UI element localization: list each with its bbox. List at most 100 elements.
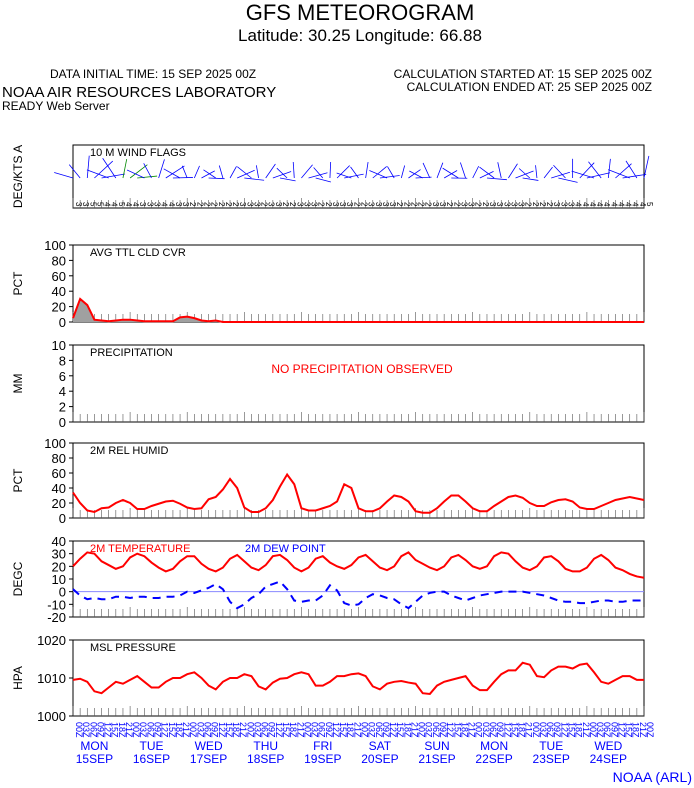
wind-speed-label: 3	[338, 202, 347, 207]
hour-label: 06Z	[260, 722, 270, 738]
y-tick-label: -10	[47, 597, 66, 612]
hour-label: 09Z	[609, 722, 619, 738]
y-axis-label: MM	[11, 374, 25, 394]
day-date: 22SEP	[475, 752, 512, 766]
day-of-week: TUE	[140, 739, 164, 753]
hour-label: 09Z	[495, 722, 505, 738]
hour-label: 06Z	[317, 722, 327, 738]
wind-speed-label: 3	[431, 202, 440, 207]
hour-label: 15Z	[566, 722, 576, 738]
wind-speed-label: 2	[474, 202, 483, 207]
hour-label: 00Z	[74, 722, 84, 738]
wind-speed-label: 2	[231, 202, 240, 207]
day-of-week: WED	[594, 739, 622, 753]
wind-speed-label: 2	[417, 202, 426, 207]
wind-barb	[422, 162, 431, 179]
y-tick-label: 80	[52, 253, 66, 268]
hour-label: 00Z	[474, 722, 484, 738]
wind-speed-label: 5	[117, 202, 126, 207]
wind-speed-label: 2	[524, 202, 533, 207]
wind-barb	[276, 167, 288, 179]
wind-barb	[255, 165, 259, 179]
wind-speed-label: 3	[331, 202, 340, 207]
hour-label: 15Z	[452, 722, 462, 738]
wind-speed-label: 2	[352, 202, 361, 207]
wind-speed-label: 3	[310, 202, 319, 207]
day-of-week: SUN	[424, 739, 449, 753]
wind-barb	[415, 176, 432, 179]
wind-speed-label: 4	[110, 202, 119, 207]
day-of-week: MON	[480, 739, 508, 753]
y-tick-label: 0	[59, 415, 66, 430]
y-tick-label: 10	[52, 572, 66, 587]
day-date: 23SEP	[533, 752, 570, 766]
wind-speed-label: 3	[552, 202, 561, 207]
y-axis-label: PCT	[11, 468, 25, 493]
hour-label: 12Z	[217, 722, 227, 738]
y-tick-label: 30	[52, 547, 66, 562]
wind-barb	[515, 170, 534, 179]
wind-speed-label: 3	[467, 202, 476, 207]
hour-label: 06Z	[602, 722, 612, 738]
wind-speed-label: 3	[295, 202, 304, 207]
hour-label: 06Z	[88, 722, 98, 738]
hour-label: 03Z	[138, 722, 148, 738]
dewpoint-line	[72, 580, 644, 610]
wind-barb	[301, 164, 313, 179]
panel-label: 10 M WIND FLAGS	[90, 147, 186, 159]
y-tick-label: 40	[52, 284, 66, 299]
hour-label: 21Z	[467, 722, 477, 738]
wind-speed-label: 3	[367, 202, 376, 207]
hour-label: 00Z	[417, 722, 427, 738]
panel-label: 2M REL HUMID	[90, 445, 168, 457]
hour-label: 18Z	[288, 722, 298, 738]
hour-label: 18Z	[631, 722, 641, 738]
wind-speed-label: 4	[574, 202, 583, 207]
wind-barb	[101, 173, 126, 179]
y-tick-label: 6	[59, 369, 66, 384]
hour-label: 00Z	[302, 722, 312, 738]
wind-barb	[94, 160, 114, 179]
hour-label: 00Z	[188, 722, 198, 738]
wind-barb	[229, 166, 237, 179]
y-tick-label: 60	[52, 269, 66, 284]
wind-barb	[571, 170, 595, 179]
day-date: 15SEP	[76, 752, 113, 766]
y-tick-label: 1000	[37, 709, 66, 724]
y-tick-label: 100	[44, 238, 66, 253]
wind-speed-label: 3	[374, 202, 383, 207]
wind-speed-label: 2	[445, 202, 454, 207]
y-tick-label: 10	[52, 338, 66, 353]
wind-barb	[313, 167, 324, 179]
wind-barb	[137, 175, 158, 179]
wind-barb	[558, 177, 578, 183]
wind-speed-label: 3	[267, 202, 276, 207]
pressure-line	[72, 661, 644, 696]
hour-label: 00Z	[588, 722, 598, 738]
hour-label: 03Z	[310, 722, 320, 738]
wind-speed-label: 3	[181, 202, 190, 207]
hour-label: 09Z	[210, 722, 220, 738]
wind-barb	[203, 169, 216, 179]
wind-speed-label: 4	[631, 202, 640, 207]
wind-speed-label: 4	[609, 202, 618, 207]
day-date: 21SEP	[418, 752, 455, 766]
wind-speed-label: 2	[452, 202, 461, 207]
wind-speed-label: 3	[502, 202, 511, 207]
hour-label: 06Z	[545, 722, 555, 738]
wind-speed-label: 2	[317, 202, 326, 207]
wind-speed-label: 3	[381, 202, 390, 207]
day-of-week: WED	[195, 739, 223, 753]
date-axis: 00Z03Z06Z09Z12Z15Z18Z21Z00Z03Z06Z09Z12Z1…	[74, 722, 655, 766]
wind-speed-label: 3	[517, 202, 526, 207]
wind-speed-label: 2	[481, 202, 490, 207]
hour-label: 06Z	[202, 722, 212, 738]
hour-label: 03Z	[481, 722, 491, 738]
wind-speed-label: 4	[602, 202, 611, 207]
wind-barb	[143, 163, 152, 179]
wind-barb	[329, 161, 332, 179]
y-tick-label: 0	[59, 585, 66, 600]
wind-speed-label: 2	[360, 202, 369, 207]
wind-speed-label: 3	[388, 202, 397, 207]
